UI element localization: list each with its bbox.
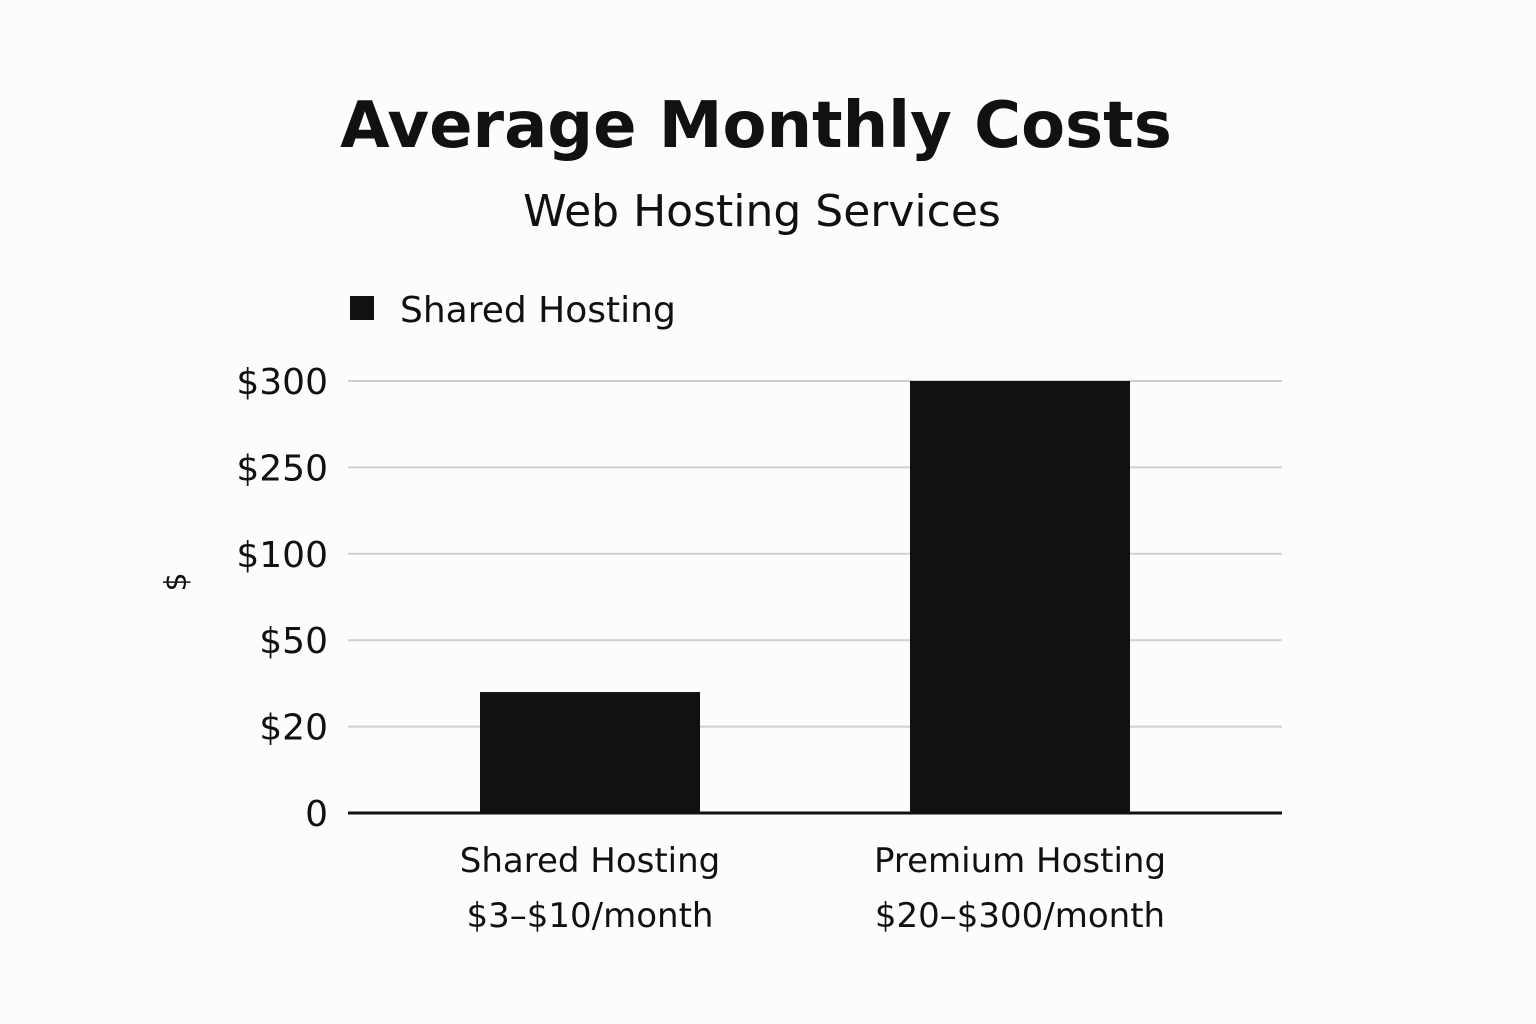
bar-layer [480,381,1130,813]
y-tick-label-0: 0 [305,794,328,835]
y-tick-label-3: $100 [236,535,328,576]
legend-label: Shared Hosting [400,290,676,331]
x-category-name-2: Premium Hosting [874,841,1166,881]
x-category-name-1: Shared Hosting [460,841,721,881]
chart-title: Average Monthly Costs [340,89,1172,163]
bar-2 [910,381,1130,813]
x-category-detail-2: $20–$300/month [875,896,1165,936]
x-category-detail-1: $3–$10/month [467,896,714,936]
bar-1 [480,692,700,813]
y-tick-label-2: $50 [259,621,328,662]
y-tick-label-5: $300 [236,362,328,403]
legend-swatch [350,296,374,320]
y-tick-label-4: $250 [236,448,328,489]
y-tick-label-1: $20 [259,708,328,749]
y-axis-label: $ [159,572,194,591]
chart-subtitle: Web Hosting Services [523,186,1001,237]
label-layer: 0 $20 $50 $100 $250 $300 Shared Hosting $3–$10/… [236,362,1166,936]
